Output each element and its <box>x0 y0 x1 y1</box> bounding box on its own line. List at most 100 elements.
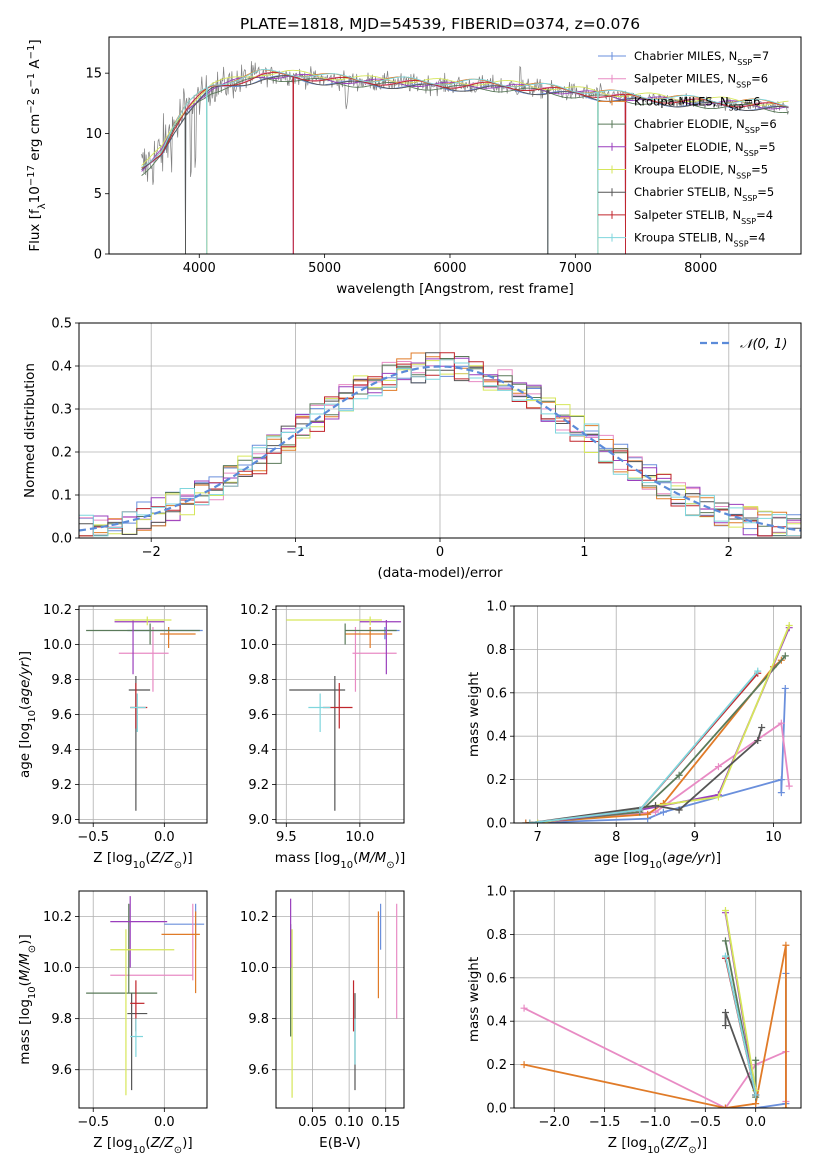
x-tick-label: −0.5 <box>77 830 109 845</box>
weight-series-line <box>529 672 759 823</box>
y-tick-label: 15 <box>85 67 102 82</box>
legend-label-part: Chabrier STELIB, N <box>634 185 742 199</box>
x-axis-label-part: wavelength [Angstrom, rest frame] <box>336 281 574 297</box>
legend-label: Kroupa ELODIE, NSSP=5 <box>634 163 768 181</box>
y-axis-label-part: ( <box>17 705 33 710</box>
y-axis-label-part: −1 <box>26 45 37 60</box>
spectrum-model-line <box>141 69 789 254</box>
legend-label-sub: SSP <box>742 194 757 203</box>
legend-label-part: Chabrier MILES, N <box>634 49 737 63</box>
y-tick-label: 10.2 <box>43 910 72 925</box>
weight-series-line <box>525 688 787 823</box>
y-tick-label: 9.2 <box>248 778 269 793</box>
y-tick-label: 0.4 <box>51 360 72 375</box>
x-axis-label-part: ⊙ <box>174 1145 182 1156</box>
x-axis-label-ebv: E(B-V) <box>319 1135 361 1151</box>
legend-label-sub: SSP <box>744 148 759 157</box>
y-tick-label: 0.4 <box>486 730 507 745</box>
errorbar-point <box>118 627 169 692</box>
y-axis-label-normed: Normed distribution <box>22 363 38 498</box>
weight-series-marker <box>520 1004 528 1012</box>
weight-series-marker <box>752 1056 760 1064</box>
x-axis-label-part: ( <box>662 850 667 866</box>
weight-series-marker <box>520 1061 528 1069</box>
y-tick-label: 10.0 <box>43 961 72 976</box>
weight-series-line <box>529 670 759 823</box>
legend-label-part: =5 <box>757 185 774 199</box>
x-axis-label-part: Z [log <box>608 1135 647 1151</box>
y-tick-label: 0.2 <box>51 446 72 461</box>
weight-series-line <box>537 625 791 823</box>
errorbar-point <box>110 929 175 1096</box>
legend-label-part: =6 <box>744 94 761 108</box>
spectrum-model-line <box>141 69 789 254</box>
weight-series-marker <box>675 771 683 779</box>
spectrum-model-line <box>141 76 789 254</box>
x-axis-label-part: Z/Z <box>664 1135 689 1151</box>
legend-label-part: =4 <box>756 208 773 222</box>
y-axis-label-part: s <box>27 88 43 99</box>
y-axis-label-part: −1 <box>26 73 37 88</box>
errorbar-point <box>370 627 400 640</box>
y-axis-label-part: 10 <box>27 186 43 203</box>
y-tick-label: 9.8 <box>248 673 269 688</box>
y-axis-label-part: −2 <box>26 99 37 114</box>
y-tick-label: 9.0 <box>51 813 72 828</box>
weight-series-marker <box>758 724 766 732</box>
x-tick-label: −1.0 <box>639 1115 671 1130</box>
x-tick-label: 10 <box>765 830 782 845</box>
legend-label: Chabrier STELIB, NSSP=5 <box>634 185 774 203</box>
y-axis-label-part: ( <box>17 981 33 986</box>
legend-label-part: =5 <box>759 140 776 154</box>
y-tick-label: 9.4 <box>51 743 72 758</box>
legend-label-part: =4 <box>749 231 766 245</box>
y-tick-label: 0.4 <box>486 1015 507 1030</box>
y-axis-label-part: 10 <box>27 710 38 723</box>
errorbar-point <box>359 620 402 675</box>
x-tick-label: −1.5 <box>589 1115 621 1130</box>
weight-series-marker <box>777 789 785 797</box>
y-tick-label: 10.0 <box>240 961 269 976</box>
errorbar-point <box>110 903 194 981</box>
weight-series-marker <box>782 1104 790 1108</box>
weight-series-marker <box>752 1091 760 1099</box>
errorbar-point <box>308 693 331 732</box>
weight-series-marker <box>721 937 729 945</box>
x-axis-label-part: ( <box>145 850 150 866</box>
y-tick-label: 10.2 <box>240 603 269 618</box>
series-layer-age_vs_mass <box>286 616 402 811</box>
x-tick-label: 9.5 <box>276 830 297 845</box>
axes-frame <box>78 890 208 1109</box>
weight-series-marker <box>721 907 729 915</box>
legend-label: 𝒩(0, 1) <box>740 337 787 352</box>
x-tick-label: 0.0 <box>154 830 175 845</box>
legend-label-part: Kroupa ELODIE, N <box>634 163 736 177</box>
legend-label: Kroupa MILES, NSSP=6 <box>634 94 760 112</box>
weight-series-marker <box>781 684 789 692</box>
weight-series-marker <box>785 622 793 630</box>
errorbar-point <box>130 1018 143 1057</box>
errorbar-point <box>164 903 205 950</box>
x-tick-label: 2 <box>725 545 733 560</box>
series-layer-weight_vs_age <box>522 622 793 823</box>
y-tick-label: 0.2 <box>486 773 507 788</box>
legend-label-sub: SSP <box>729 103 744 112</box>
errorbar-point <box>114 616 172 626</box>
errorbar-point <box>86 903 158 994</box>
x-axis-label-mass: mass [log10(M/M⊙)] <box>275 850 405 871</box>
axes-residuals: −2 −1 0 1 2 0.0 0.1 0.2 0.3 0.4 0.5 Normed distribu… <box>22 317 802 581</box>
x-axis-label-part: Z/Z <box>150 1135 175 1151</box>
legend-label-part: Salpeter ELODIE, N <box>634 140 744 154</box>
legend-label-part: Kroupa STELIB, N <box>634 231 734 245</box>
axes-frame <box>275 890 405 1109</box>
x-tick-label: 7 <box>533 830 541 845</box>
legend-label: Salpeter MILES, NSSP=6 <box>634 72 768 90</box>
series-layer-mass_vs_Z <box>86 896 205 1096</box>
legend-label-sub: SSP <box>734 239 749 248</box>
weight-series-marker <box>636 806 644 814</box>
weight-series-marker <box>752 1100 760 1108</box>
weight-series-marker <box>714 793 722 801</box>
